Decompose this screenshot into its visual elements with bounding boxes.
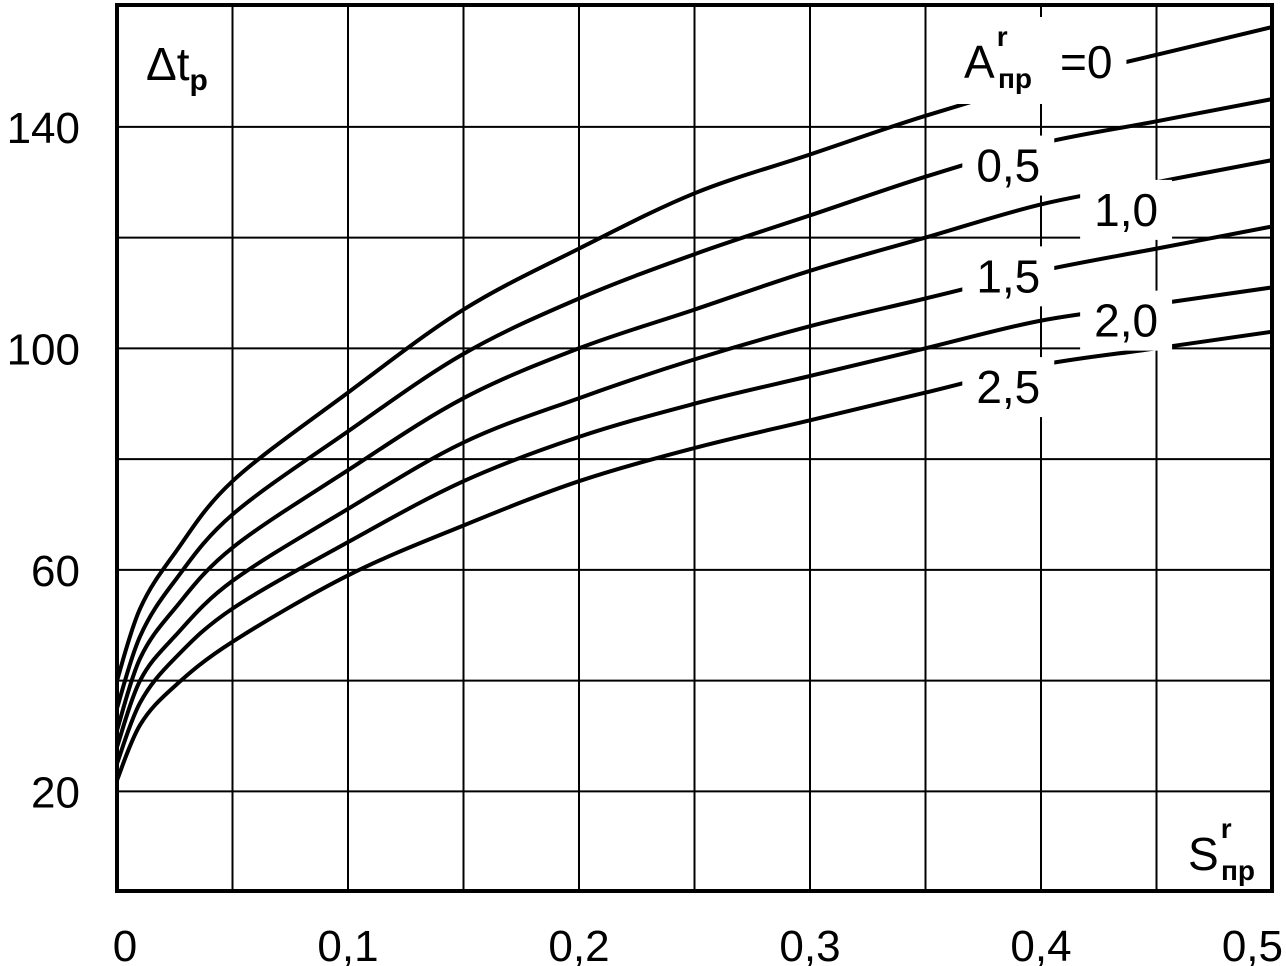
series-line — [115, 285, 1273, 765]
x-tick-label: 0,3 — [779, 922, 840, 966]
legend-title-mask — [950, 17, 1127, 104]
legend-title-main: A — [964, 36, 995, 88]
plot-frame — [115, 3, 1274, 893]
y-axis-label-main: Δt — [146, 38, 190, 90]
y-tick-label: 60 — [31, 547, 80, 596]
series-line — [115, 158, 1273, 732]
y-tick-labels: 20 60 100 140 — [7, 104, 80, 818]
y-axis-label: Δtp — [146, 38, 208, 97]
series-label-mask — [962, 246, 1055, 307]
x-tick-label: 0,5 — [1222, 922, 1283, 966]
legend-title-sup: r — [997, 21, 1008, 52]
series-label: 0,5 — [976, 140, 1040, 192]
x-axis-label: Sr пр — [1188, 813, 1255, 886]
series-label-mask — [1080, 290, 1173, 351]
y-tick-label: 20 — [31, 768, 80, 817]
y-tick-label: 140 — [7, 104, 80, 153]
series-label-mask — [962, 135, 1055, 196]
y-axis-label-sub: p — [190, 64, 208, 97]
x-tick-labels: 0 0,1 0,2 0,3 0,4 0,5 — [113, 922, 1283, 966]
series-label: 2,5 — [976, 361, 1040, 413]
series-label: 1,5 — [976, 250, 1040, 302]
series-label-mask — [962, 357, 1055, 418]
x-tick-label: 0 — [113, 922, 137, 966]
legend-title-suffix: =0 — [1060, 36, 1112, 88]
series-label: 1,0 — [1094, 184, 1158, 236]
x-tick-label: 0,1 — [317, 922, 378, 966]
x-axis-label-main: S — [1188, 828, 1219, 880]
x-axis-label-sup: r — [1221, 813, 1232, 844]
legend-title-sub: пр — [998, 63, 1032, 94]
x-axis-label-sub: пр — [1221, 855, 1255, 886]
legend-title: Ar пр =0 — [964, 21, 1112, 94]
x-tick-label: 0,4 — [1010, 922, 1071, 966]
y-tick-label: 100 — [7, 325, 80, 374]
x-tick-label: 0,2 — [548, 922, 609, 966]
series-labels: 0,5 1,0 1,5 2,0 2,5 — [976, 140, 1158, 414]
series-label: 2,0 — [1094, 295, 1158, 347]
series-label-mask — [1080, 179, 1173, 240]
label-leaders — [950, 17, 1173, 418]
